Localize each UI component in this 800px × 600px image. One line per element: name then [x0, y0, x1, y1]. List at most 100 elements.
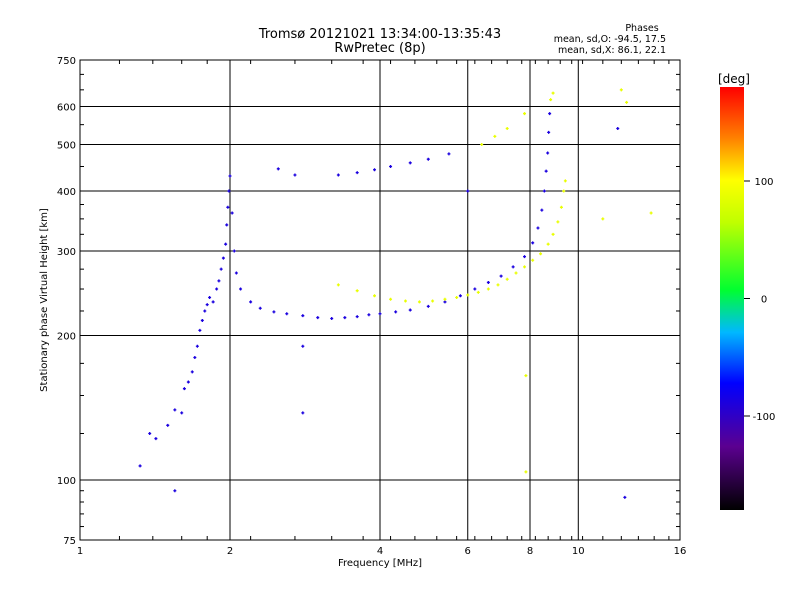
data-point-o: [546, 151, 550, 155]
y-tick-label: 100: [57, 476, 76, 487]
data-point-x: [389, 297, 393, 301]
data-point-o: [276, 167, 280, 171]
data-point-x: [505, 126, 509, 130]
data-point-o: [272, 310, 276, 314]
x-tick-label: 8: [527, 546, 533, 557]
data-point-o: [447, 152, 451, 156]
colorbar-tick-label: 0: [761, 295, 767, 306]
data-point-o: [180, 411, 184, 415]
data-point-o: [548, 112, 552, 116]
data-point-o: [215, 287, 219, 291]
x-tick-label: 4: [377, 546, 383, 557]
data-point-x: [514, 271, 518, 275]
y-tick-label: 750: [57, 56, 76, 67]
data-point-o: [458, 294, 462, 298]
data-point-o: [154, 437, 158, 441]
stats-heading: Phases: [625, 23, 658, 34]
x-tick-label: 2: [227, 546, 233, 557]
x-tick-label: 16: [674, 546, 687, 557]
data-point-o: [293, 173, 297, 177]
y-tick-label: 400: [57, 187, 76, 198]
data-point-o: [531, 241, 535, 245]
data-point-x: [551, 232, 555, 236]
data-point-x: [403, 299, 407, 303]
data-point-x: [549, 98, 553, 102]
stats-x-line: mean, sd,X: 86.1, 22.1: [558, 45, 666, 56]
data-point-x: [455, 296, 459, 300]
colorbar-tick-label: -100: [753, 412, 776, 423]
data-point-x: [556, 220, 560, 224]
data-point-x: [496, 283, 500, 287]
data-point-o: [225, 223, 229, 227]
data-point-o: [547, 130, 551, 134]
data-point-o: [198, 328, 202, 332]
data-point-x: [562, 189, 566, 193]
data-point-x: [531, 258, 535, 262]
data-point-x: [563, 179, 567, 183]
data-point-x: [523, 112, 527, 116]
data-point-x: [625, 100, 629, 104]
data-point-o: [186, 380, 190, 384]
data-point-o: [219, 267, 223, 271]
data-point-o: [203, 309, 207, 313]
x-tick-label: 10: [572, 546, 585, 557]
data-point-o: [249, 300, 253, 304]
data-point-o: [221, 256, 225, 260]
y-tick-labels: 75 100 200 300 400 500 600 750: [57, 56, 76, 547]
data-point-o: [542, 189, 546, 193]
data-point-o: [426, 304, 430, 308]
data-point-x: [431, 299, 435, 303]
data-point-o: [336, 173, 340, 177]
data-point-x: [355, 289, 359, 293]
colorbar-label: [deg]: [718, 72, 750, 86]
grid: [80, 60, 680, 540]
y-tick-label: 300: [57, 247, 76, 258]
data-point-o: [523, 255, 527, 259]
y-tick-label: 600: [57, 103, 76, 114]
series-o-points: [138, 112, 627, 499]
data-point-o: [301, 314, 305, 318]
data-point-o: [217, 279, 221, 283]
data-point-o: [473, 287, 477, 291]
data-point-o: [226, 205, 230, 209]
data-point-o: [301, 411, 305, 415]
data-point-o: [173, 408, 177, 412]
x-tick-labels: 1 2 4 6 8 10 16: [77, 546, 687, 557]
data-point-o: [190, 370, 194, 374]
data-point-x: [417, 300, 421, 304]
data-point-x: [546, 242, 550, 246]
data-point-o: [258, 306, 262, 310]
y-axis-label: Stationary phase Virtual Height [km]: [39, 208, 50, 392]
data-point-o: [208, 296, 212, 300]
data-point-o: [540, 208, 544, 212]
data-point-x: [649, 211, 653, 215]
data-point-o: [536, 226, 540, 230]
data-point-x: [480, 143, 484, 147]
data-point-o: [193, 355, 197, 359]
data-point-x: [539, 252, 543, 256]
data-point-x: [559, 205, 563, 209]
data-point-o: [511, 265, 515, 269]
colorbar-ticks: 100 0 -100: [744, 177, 775, 423]
y-tick-label: 200: [57, 332, 76, 343]
data-point-x: [373, 294, 377, 298]
data-point-o: [486, 280, 490, 284]
stats-o-line: mean, sd,O: -94.5, 17.5: [554, 34, 666, 45]
data-point-o: [330, 317, 334, 321]
data-point-o: [367, 313, 371, 317]
data-point-o: [148, 432, 152, 436]
colorbar: [720, 87, 744, 510]
colorbar-tick-label: 100: [754, 177, 773, 188]
data-point-o: [182, 387, 186, 391]
data-point-o: [408, 308, 412, 312]
data-point-o: [623, 495, 627, 499]
data-point-x: [524, 374, 528, 378]
data-point-x: [443, 297, 447, 301]
data-point-o: [301, 344, 305, 348]
data-point-o: [234, 271, 238, 275]
data-point-o: [394, 310, 398, 314]
data-point-x: [466, 293, 470, 297]
data-point-x: [523, 265, 527, 269]
data-point-x: [601, 217, 605, 221]
data-point-o: [195, 344, 199, 348]
